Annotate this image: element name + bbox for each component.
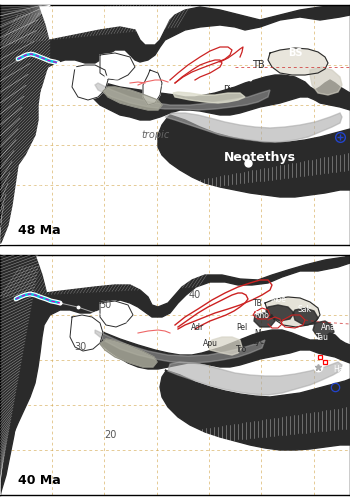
Polygon shape — [0, 5, 50, 245]
Text: Pindos: Pindos — [223, 86, 253, 94]
Text: TB: TB — [252, 60, 264, 70]
Polygon shape — [95, 83, 270, 110]
Text: Hat: Hat — [333, 366, 347, 374]
Polygon shape — [265, 297, 320, 327]
Text: Pel: Pel — [236, 322, 248, 332]
Polygon shape — [0, 5, 350, 235]
Polygon shape — [100, 301, 133, 327]
Polygon shape — [0, 255, 350, 490]
Polygon shape — [254, 313, 275, 327]
Text: tropic: tropic — [141, 130, 169, 140]
Polygon shape — [103, 87, 162, 110]
Polygon shape — [92, 327, 350, 369]
Text: 20: 20 — [104, 430, 116, 440]
Text: Neotethys: Neotethys — [224, 150, 296, 164]
Polygon shape — [310, 67, 342, 95]
Text: Men: Men — [254, 328, 270, 338]
Text: Ana: Ana — [321, 322, 335, 332]
Text: Sak: Sak — [298, 306, 312, 314]
Polygon shape — [293, 308, 318, 325]
Polygon shape — [208, 337, 242, 355]
Polygon shape — [266, 305, 294, 321]
Polygon shape — [268, 48, 328, 75]
Text: 40 Ma: 40 Ma — [18, 474, 61, 488]
Text: Adr: Adr — [191, 322, 205, 332]
Text: 48 Ma: 48 Ma — [18, 224, 61, 237]
Text: Lyc: Lyc — [252, 336, 264, 345]
Polygon shape — [173, 92, 245, 103]
Polygon shape — [165, 113, 342, 142]
Text: Moe: Moe — [270, 296, 286, 304]
Polygon shape — [100, 339, 157, 367]
Text: 30: 30 — [74, 342, 86, 352]
Polygon shape — [143, 70, 162, 105]
Text: Tau: Tau — [315, 332, 329, 342]
Polygon shape — [90, 75, 350, 120]
Text: Bdg: Bdg — [279, 338, 293, 347]
Polygon shape — [158, 115, 350, 197]
Text: TB: TB — [253, 298, 263, 308]
Text: Tro: Tro — [236, 346, 248, 354]
Text: Apu: Apu — [203, 338, 217, 347]
Polygon shape — [313, 321, 334, 337]
Polygon shape — [100, 53, 135, 80]
Text: Rho: Rho — [254, 310, 270, 320]
Text: 40: 40 — [189, 290, 201, 300]
Text: BS: BS — [288, 48, 302, 58]
Polygon shape — [168, 362, 342, 395]
Polygon shape — [70, 315, 103, 351]
Text: 30: 30 — [99, 300, 111, 310]
Polygon shape — [160, 370, 350, 450]
Polygon shape — [72, 65, 108, 100]
Polygon shape — [95, 330, 265, 363]
Polygon shape — [0, 255, 47, 495]
